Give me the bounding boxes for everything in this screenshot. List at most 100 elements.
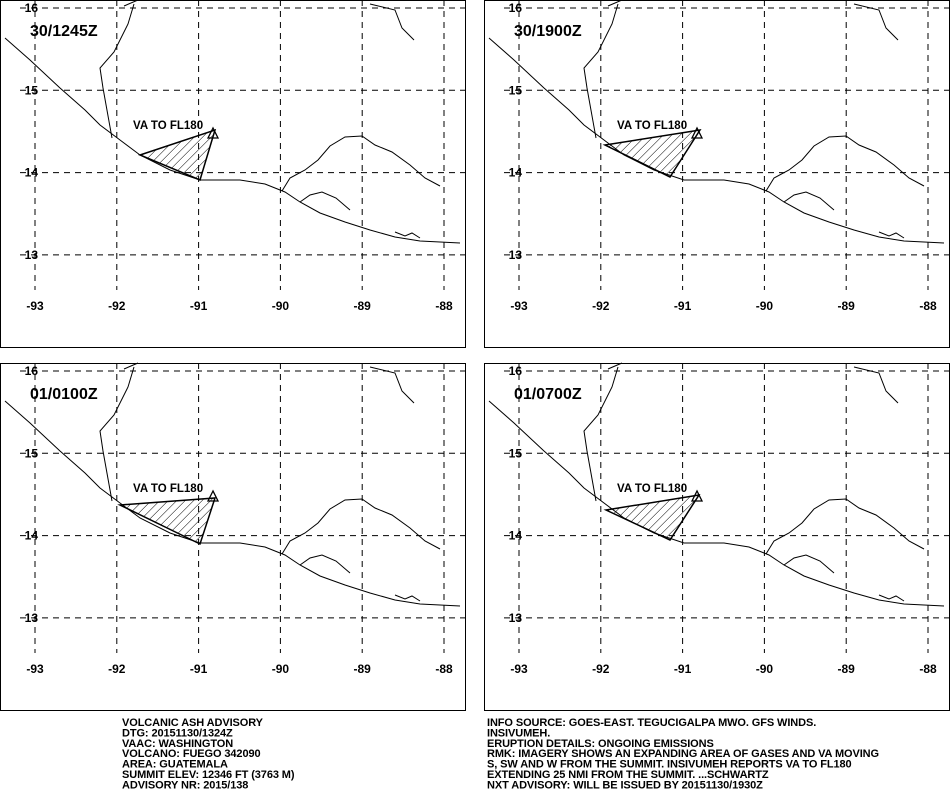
- lon-label: -91: [674, 662, 692, 676]
- lon-label: -89: [838, 662, 856, 676]
- lat-label: 14: [25, 166, 39, 180]
- border: [607, 0, 623, 7]
- ash-label: VA TO FL180: [617, 483, 687, 495]
- lon-label: -91: [190, 662, 208, 676]
- map-panel: -93 -92 -91 -90 -89 -88 16 15 14 13 01/0700Z VA TO …: [484, 362, 950, 711]
- valid-time: 30/1245Z: [30, 23, 98, 40]
- advisory-line: INFO SOURCE: GOES-EAST. TEGUCIGALPA MWO.…: [487, 717, 816, 729]
- lon-label: -93: [26, 662, 44, 676]
- lon-label: -88: [919, 662, 937, 676]
- lat-label: 16: [509, 364, 523, 378]
- valid-time: 01/0700Z: [514, 386, 582, 403]
- ash-label: VA TO FL180: [133, 120, 203, 132]
- ash-area: [117, 497, 217, 546]
- panel-frame: [484, 363, 950, 711]
- border: [783, 191, 835, 211]
- border: [369, 3, 415, 41]
- lat-label: 13: [25, 611, 39, 625]
- advisory-line: DTG: 20151130/1324Z: [122, 727, 233, 739]
- lon-label: -91: [190, 299, 208, 313]
- volcano-symbol: [206, 126, 220, 139]
- border: [369, 366, 415, 404]
- valid-time: 01/0100Z: [30, 386, 98, 403]
- border: [123, 362, 139, 370]
- border: [583, 3, 619, 139]
- lon-label: -93: [26, 299, 44, 313]
- advisory-line: ERUPTION DETAILS: ONGOING EMISSIONS: [487, 738, 714, 750]
- lon-label: -91: [674, 299, 692, 313]
- border: [878, 231, 905, 239]
- border: [299, 191, 351, 211]
- lat-label: 15: [25, 446, 39, 460]
- ash-area: [603, 493, 701, 541]
- volcano-symbol: [690, 126, 704, 139]
- coastline: [4, 37, 461, 244]
- ash-area: [137, 128, 217, 182]
- advisory-line: VOLCANO: FUEGO 342090: [122, 748, 261, 760]
- lon-label: -90: [756, 662, 774, 676]
- panel-frame: [0, 363, 466, 711]
- volcano-symbol: [690, 489, 704, 502]
- ash-area: [602, 128, 702, 178]
- lon-label: -92: [108, 299, 126, 313]
- advisory-line: ADVISORY NR: 2015/138: [122, 779, 248, 791]
- advisory-line: RMK: IMAGERY SHOWS AN EXPANDING AREA OF …: [487, 748, 879, 760]
- lat-label: 15: [25, 83, 39, 97]
- panel-frame: [484, 0, 950, 348]
- lat-label: 15: [509, 83, 523, 97]
- lat-label: 16: [25, 1, 39, 15]
- ash-label: VA TO FL180: [133, 483, 203, 495]
- border: [583, 366, 619, 502]
- lon-label: -88: [435, 299, 453, 313]
- border: [853, 3, 899, 41]
- lat-label: 14: [509, 529, 523, 543]
- map-panel: -93 -92 -91 -90 -89 -88 16 15 14 13 30/1900Z VA TO …: [484, 0, 950, 348]
- map-panel: -93 -92 -91 -90 -89 -88 16 15 14 13 30/1245Z VA TO …: [0, 0, 466, 348]
- border: [783, 554, 835, 574]
- border: [299, 554, 351, 574]
- lon-label: -88: [435, 662, 453, 676]
- advisory-line: INSIVUMEH.: [487, 727, 550, 739]
- border: [765, 135, 925, 192]
- lat-label: 16: [25, 364, 39, 378]
- coastline: [4, 400, 461, 607]
- border: [99, 3, 135, 139]
- advisory-line: AREA: GUATEMALA: [122, 759, 228, 771]
- panel-frame: [0, 0, 466, 348]
- border: [281, 135, 441, 192]
- border: [394, 231, 421, 239]
- border: [99, 366, 135, 502]
- valid-time: 30/1900Z: [514, 23, 582, 40]
- lon-label: -90: [272, 299, 290, 313]
- border: [765, 498, 925, 555]
- border: [394, 594, 421, 602]
- border: [123, 0, 139, 7]
- lon-label: -93: [510, 662, 528, 676]
- ash-label: VA TO FL180: [617, 120, 687, 132]
- coastline: [488, 400, 945, 607]
- lon-label: -93: [510, 299, 528, 313]
- advisory-line: EXTENDING 25 NMI FROM THE SUMMIT. ...SCH…: [487, 769, 769, 781]
- border: [607, 362, 623, 370]
- lat-label: 13: [509, 611, 523, 625]
- lon-label: -90: [272, 662, 290, 676]
- lon-label: -89: [838, 299, 856, 313]
- lon-label: -88: [919, 299, 937, 313]
- lat-label: 13: [509, 248, 523, 262]
- lon-label: -89: [354, 299, 372, 313]
- lat-label: 15: [509, 446, 523, 460]
- lon-label: -89: [354, 662, 372, 676]
- lon-label: -92: [592, 662, 610, 676]
- lon-label: -90: [756, 299, 774, 313]
- coastline: [488, 37, 945, 244]
- advisory-line: VAAC: WASHINGTON: [122, 738, 233, 750]
- advisory-line: SUMMIT ELEV: 12346 FT (3763 M): [122, 769, 295, 781]
- advisory-line: S, SW AND W FROM THE SUMMIT. INSIVUMEH R…: [487, 759, 852, 771]
- lat-label: 14: [509, 166, 523, 180]
- lat-label: 14: [25, 529, 39, 543]
- advisory-line: VOLCANIC ASH ADVISORY: [122, 717, 264, 729]
- lat-label: 13: [25, 248, 39, 262]
- advisory-line: NXT ADVISORY: WILL BE ISSUED BY 20151130…: [487, 779, 763, 791]
- border: [281, 498, 441, 555]
- border: [878, 594, 905, 602]
